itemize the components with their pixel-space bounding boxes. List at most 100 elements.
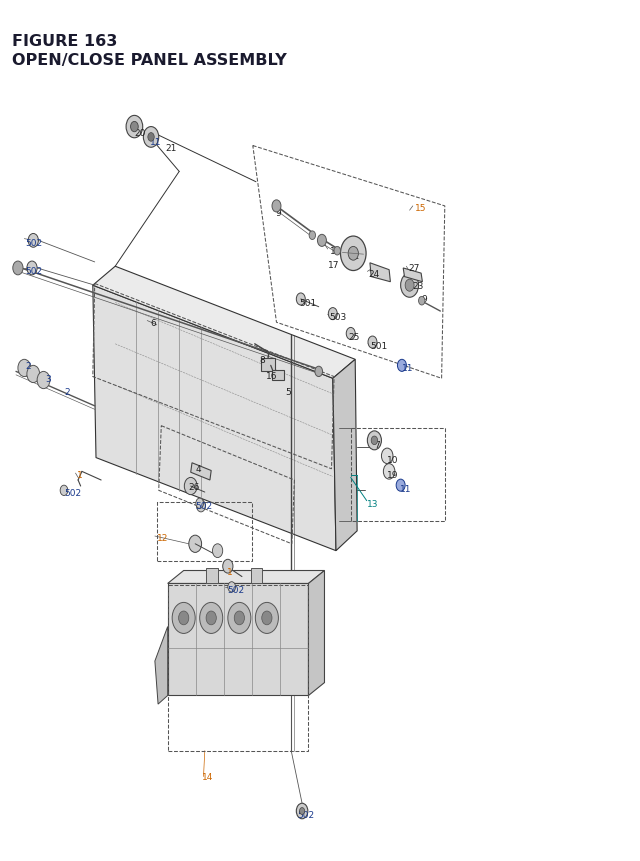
Circle shape: [131, 122, 138, 133]
Circle shape: [143, 127, 159, 148]
Circle shape: [371, 437, 378, 445]
Circle shape: [317, 235, 326, 247]
Circle shape: [348, 247, 358, 261]
Text: 9: 9: [275, 209, 281, 218]
Text: 16: 16: [266, 372, 277, 381]
Circle shape: [315, 367, 323, 377]
Circle shape: [189, 536, 202, 553]
Circle shape: [405, 280, 414, 292]
Text: 503: 503: [330, 313, 347, 321]
Polygon shape: [191, 463, 211, 480]
Circle shape: [300, 808, 305, 815]
Text: 23: 23: [413, 282, 424, 290]
Circle shape: [27, 366, 40, 383]
Text: 10: 10: [387, 455, 399, 464]
Circle shape: [255, 603, 278, 634]
Text: 11: 11: [400, 485, 412, 493]
Circle shape: [309, 232, 316, 240]
Text: 25: 25: [349, 333, 360, 342]
Bar: [168, 585, 308, 751]
Polygon shape: [308, 571, 324, 696]
Circle shape: [27, 262, 37, 276]
Circle shape: [223, 560, 233, 573]
Circle shape: [179, 611, 189, 625]
Circle shape: [296, 294, 305, 306]
Circle shape: [196, 499, 204, 509]
Text: 8: 8: [259, 356, 265, 364]
Text: 11: 11: [150, 138, 162, 146]
Text: 19: 19: [387, 471, 399, 480]
Circle shape: [272, 201, 281, 213]
Text: 26: 26: [189, 482, 200, 491]
Polygon shape: [93, 267, 355, 379]
Text: 1: 1: [77, 471, 83, 480]
Circle shape: [383, 464, 395, 480]
Text: 3: 3: [45, 375, 51, 383]
Text: 27: 27: [408, 264, 420, 273]
Text: 15: 15: [415, 204, 426, 213]
Circle shape: [367, 431, 381, 450]
Circle shape: [262, 611, 272, 625]
Circle shape: [206, 611, 216, 625]
Text: 17: 17: [328, 261, 340, 269]
Text: 14: 14: [202, 772, 213, 781]
Circle shape: [212, 544, 223, 558]
Circle shape: [37, 372, 50, 389]
Text: 502: 502: [26, 238, 43, 247]
Polygon shape: [93, 286, 336, 551]
Circle shape: [18, 360, 31, 377]
Circle shape: [328, 308, 337, 320]
Circle shape: [172, 603, 195, 634]
Circle shape: [228, 582, 236, 592]
Text: OPEN/CLOSE PANEL ASSEMBLY: OPEN/CLOSE PANEL ASSEMBLY: [12, 53, 286, 68]
Circle shape: [28, 234, 38, 248]
Polygon shape: [155, 627, 168, 704]
Polygon shape: [333, 360, 357, 551]
Text: 13: 13: [367, 499, 378, 508]
Circle shape: [401, 274, 419, 298]
Text: 20: 20: [134, 129, 146, 138]
Text: 11: 11: [402, 364, 413, 373]
Circle shape: [148, 133, 154, 142]
Circle shape: [397, 360, 406, 372]
Text: 18: 18: [330, 247, 341, 256]
Circle shape: [368, 337, 377, 349]
Text: 22: 22: [349, 252, 360, 261]
Bar: [261, 359, 275, 372]
Text: 502: 502: [298, 810, 315, 819]
Text: 7: 7: [374, 441, 380, 449]
Circle shape: [13, 262, 23, 276]
Circle shape: [228, 603, 251, 634]
Bar: [251, 568, 262, 584]
Circle shape: [334, 247, 340, 256]
Text: 4: 4: [195, 465, 201, 474]
Text: 502: 502: [195, 502, 212, 511]
Text: 501: 501: [300, 299, 317, 307]
Circle shape: [419, 297, 425, 306]
Text: 6: 6: [150, 319, 156, 327]
Circle shape: [196, 500, 205, 512]
Polygon shape: [168, 571, 324, 584]
Text: 5: 5: [285, 387, 291, 396]
Circle shape: [200, 603, 223, 634]
Circle shape: [346, 328, 355, 340]
Circle shape: [296, 803, 308, 819]
Bar: [206, 568, 218, 584]
Circle shape: [381, 449, 393, 464]
Circle shape: [396, 480, 405, 492]
Circle shape: [126, 116, 143, 139]
Polygon shape: [403, 269, 422, 282]
Text: 502: 502: [227, 585, 244, 594]
Text: 502: 502: [26, 267, 43, 276]
Text: 21: 21: [165, 144, 177, 152]
Text: 12: 12: [157, 534, 168, 542]
Text: 501: 501: [370, 342, 387, 350]
Text: FIGURE 163: FIGURE 163: [12, 34, 117, 48]
Circle shape: [184, 478, 197, 495]
Bar: [272, 370, 284, 381]
Text: 502: 502: [64, 489, 81, 498]
Text: 2: 2: [64, 387, 70, 396]
Text: 9: 9: [421, 295, 427, 304]
Text: 24: 24: [369, 269, 380, 278]
Circle shape: [60, 486, 68, 496]
